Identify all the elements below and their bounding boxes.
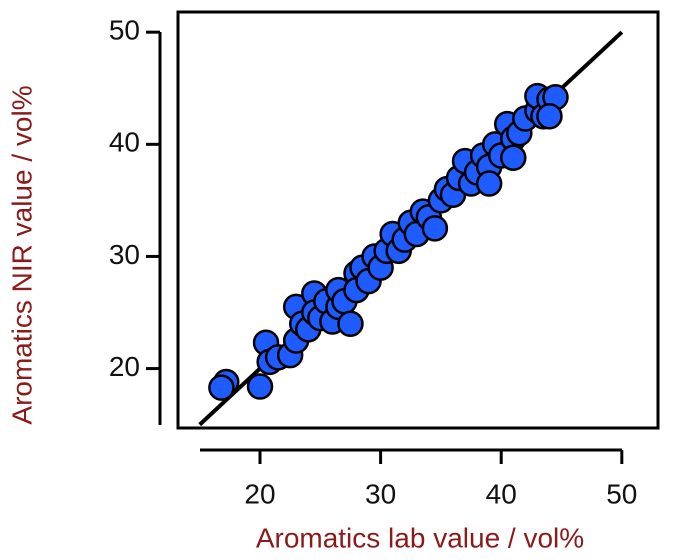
x-tick-label: 40	[486, 478, 517, 509]
scatter-point	[208, 374, 235, 401]
x-tick-label: 50	[606, 478, 637, 509]
scatter-point	[475, 170, 503, 197]
x-tick-label: 30	[365, 478, 396, 509]
scatter-point	[246, 373, 274, 400]
scatter-point	[500, 144, 527, 172]
y-tick-label: 50	[109, 15, 140, 46]
scatter-point	[421, 215, 449, 242]
y-tick-label: 40	[109, 127, 140, 158]
y-tick-label: 30	[109, 239, 140, 270]
scatter-point	[536, 103, 563, 130]
plot-frame	[176, 10, 660, 430]
x-tick-label: 20	[244, 478, 275, 509]
scatter-point	[337, 310, 364, 337]
y-axis-title: Aromatics NIR value / vol%	[6, 85, 37, 424]
x-axis-title: Aromatics lab value / vol%	[256, 522, 584, 553]
y-tick-label: 20	[109, 351, 140, 382]
